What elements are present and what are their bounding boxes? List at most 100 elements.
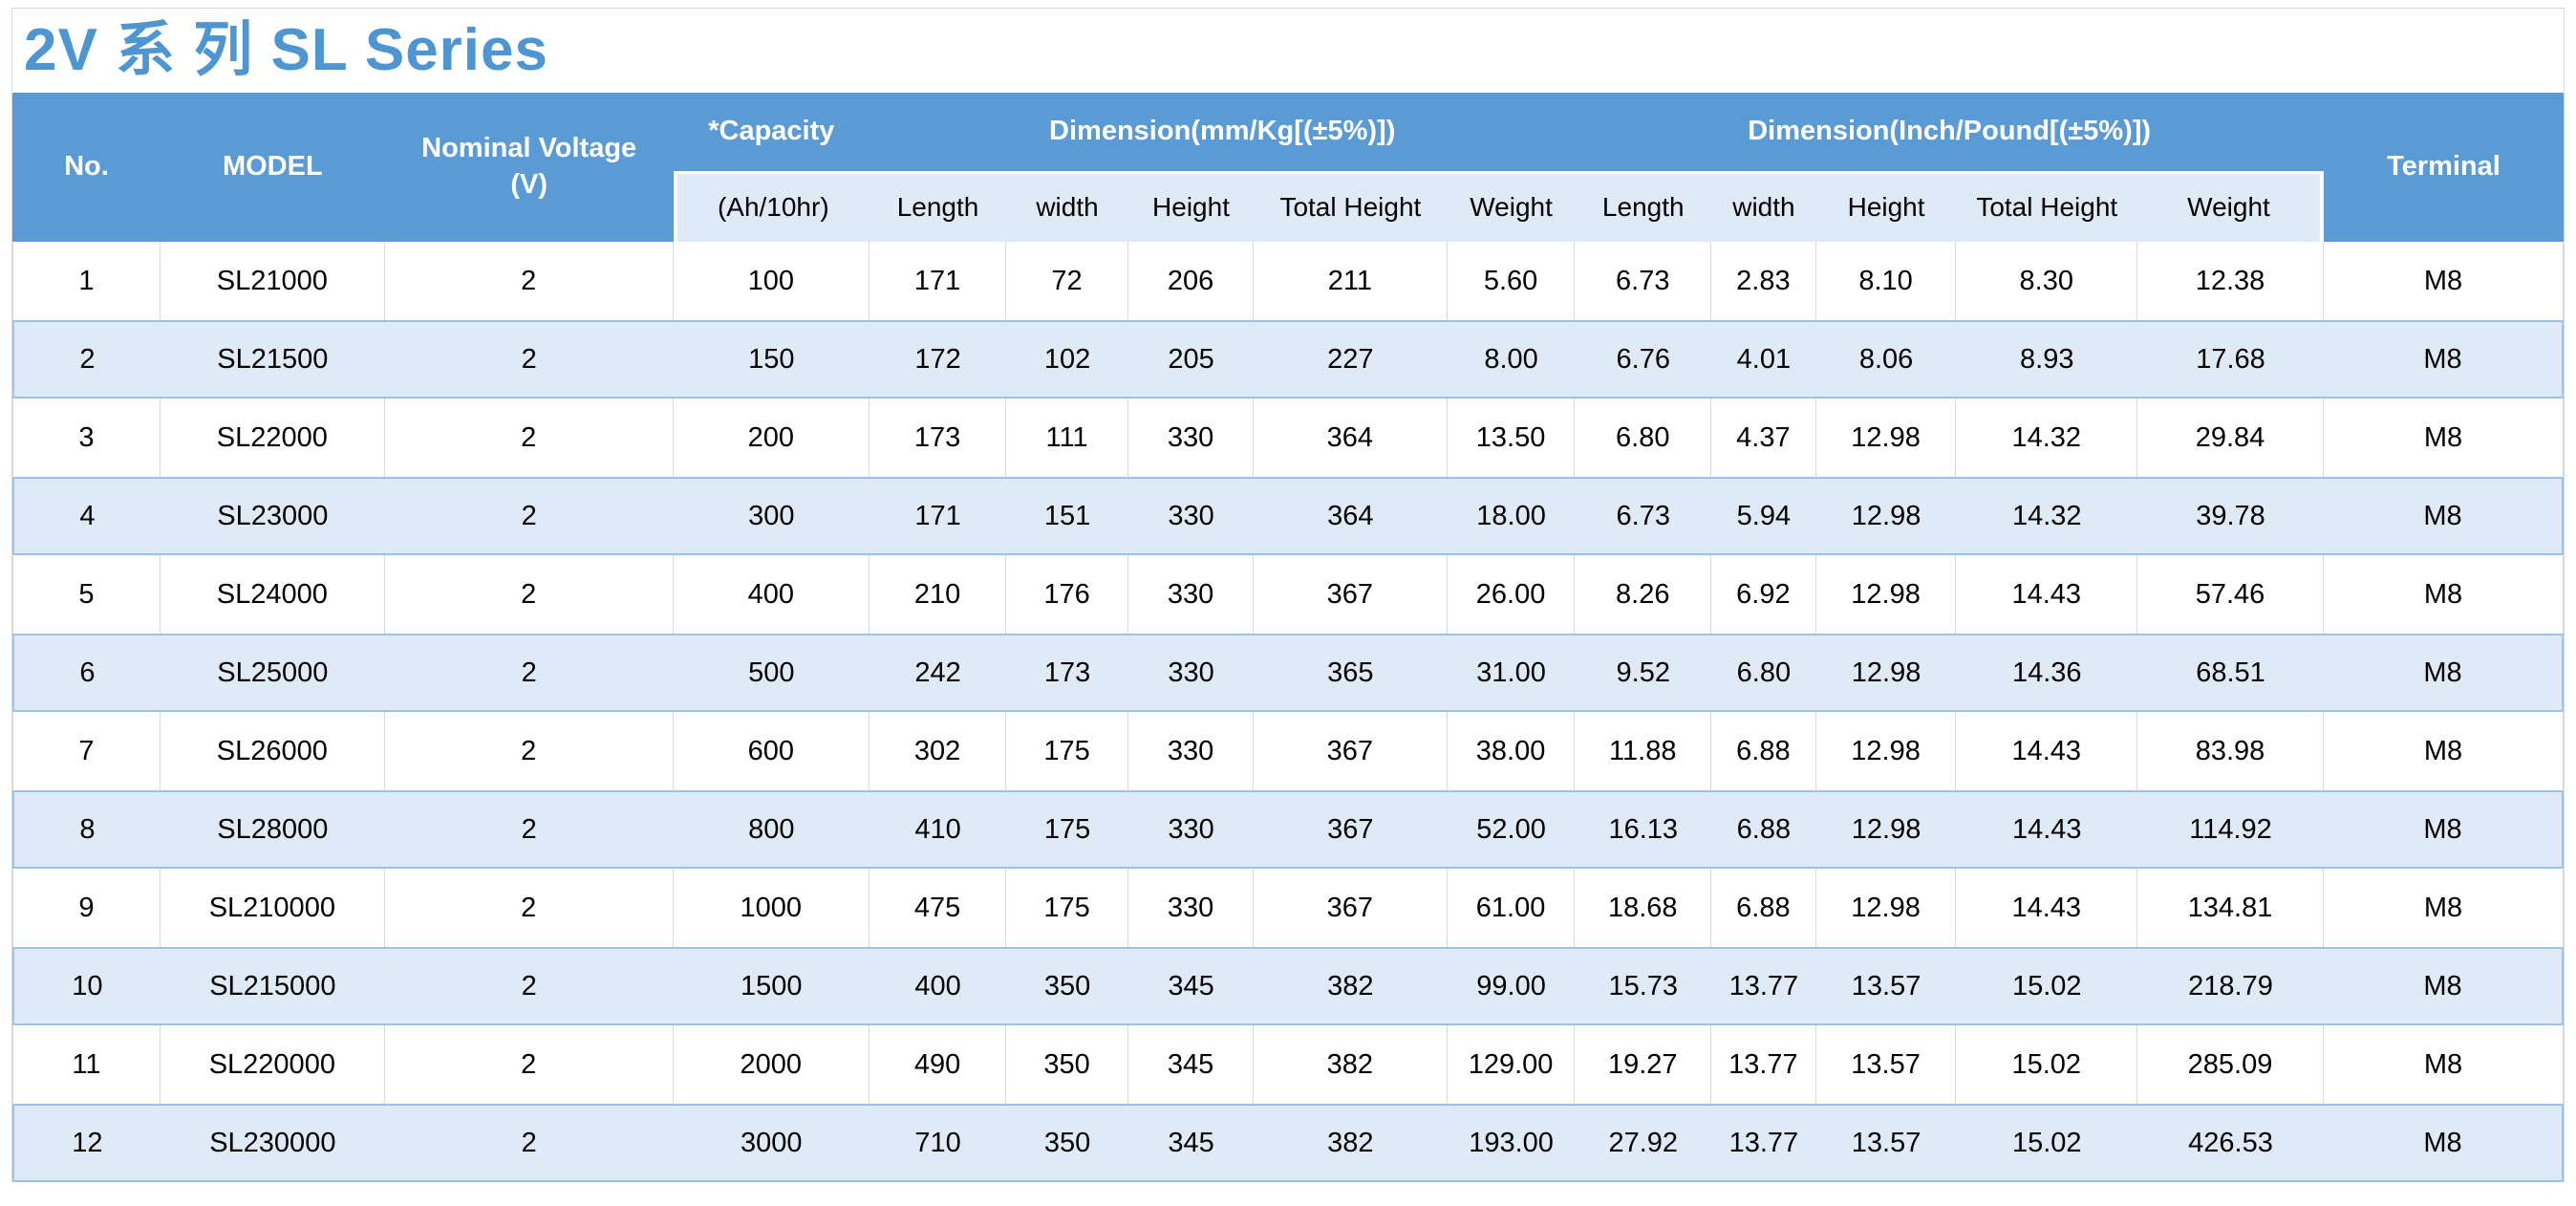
cell-capacity-ah: 300 [673, 477, 870, 555]
subheader-total-height-mm: Total Height [1253, 171, 1448, 242]
cell-height-inch: 12.98 [1815, 790, 1957, 869]
subheader-length-inch: Length [1575, 171, 1712, 242]
cell-height-inch: 12.98 [1815, 477, 1957, 555]
cell-terminal: M8 [2323, 947, 2564, 1025]
table-row: 1 SL21000 2 100 171 72 206 211 5.60 6.73 2.83 8.10 8… [12, 242, 2564, 320]
cell-voltage: 2 [384, 1025, 674, 1104]
cell-weight-kg: 99.00 [1447, 947, 1576, 1025]
cell-terminal: M8 [2323, 634, 2564, 712]
nominal-voltage-line2: (V) [510, 169, 547, 200]
cell-total-height-inch: 14.32 [1956, 477, 2138, 555]
cell-model: SL26000 [160, 712, 385, 790]
cell-width-inch: 6.92 [1711, 555, 1816, 634]
cell-height-inch: 12.98 [1815, 555, 1957, 634]
cell-weight-pound: 68.51 [2137, 634, 2324, 712]
col-header-terminal: Terminal [2323, 93, 2564, 242]
cell-length-inch: 16.13 [1575, 790, 1712, 869]
cell-width-inch: 6.88 [1711, 790, 1816, 869]
cell-voltage: 2 [384, 869, 674, 947]
subheader-width-inch: width [1711, 171, 1816, 242]
cell-width-inch: 5.94 [1711, 477, 1816, 555]
cell-terminal: M8 [2323, 398, 2564, 477]
cell-height-inch: 12.98 [1815, 712, 1957, 790]
cell-model: SL22000 [160, 398, 385, 477]
cell-total-height-mm: 382 [1253, 947, 1448, 1025]
cell-terminal: M8 [2323, 1025, 2564, 1104]
cell-height-mm: 206 [1128, 242, 1254, 320]
cell-length-mm: 172 [869, 320, 1006, 398]
cell-width-mm: 176 [1005, 555, 1129, 634]
table-row: 12 SL230000 2 3000 710 350 345 382 193.00 27.92 13… [12, 1104, 2564, 1182]
cell-length-mm: 302 [869, 712, 1006, 790]
cell-terminal: M8 [2323, 790, 2564, 869]
cell-weight-kg: 193.00 [1447, 1104, 1576, 1182]
cell-width-inch: 6.88 [1711, 869, 1816, 947]
cell-length-inch: 18.68 [1575, 869, 1712, 947]
cell-total-height-inch: 14.43 [1956, 555, 2138, 634]
cell-height-inch: 8.10 [1815, 242, 1957, 320]
table-row: 8 SL28000 2 800 410 175 330 367 52.00 16.13 6.88 12… [12, 790, 2564, 869]
cell-total-height-inch: 8.30 [1956, 242, 2138, 320]
cell-no: 11 [12, 1025, 161, 1104]
cell-terminal: M8 [2323, 555, 2564, 634]
cell-total-height-inch: 14.43 [1956, 712, 2138, 790]
cell-no: 2 [12, 320, 161, 398]
cell-width-mm: 102 [1005, 320, 1129, 398]
cell-width-mm: 350 [1005, 947, 1129, 1025]
cell-length-mm: 242 [869, 634, 1006, 712]
cell-voltage: 2 [384, 1104, 674, 1182]
cell-voltage: 2 [384, 634, 674, 712]
cell-width-mm: 175 [1005, 869, 1129, 947]
cell-height-inch: 12.98 [1815, 398, 1957, 477]
cell-weight-kg: 26.00 [1447, 555, 1576, 634]
page: 2V 系 列 SL Series No. MODEL Nominal [11, 8, 2565, 1182]
header-sub-row: (Ah/10hr) Length width Height Total Heig… [12, 171, 2564, 242]
cell-no: 10 [12, 947, 161, 1025]
cell-total-height-mm: 382 [1253, 1025, 1448, 1104]
subheader-width-mm: width [1005, 171, 1129, 242]
cell-width-inch: 13.77 [1711, 1025, 1816, 1104]
cell-weight-kg: 13.50 [1447, 398, 1576, 477]
cell-length-mm: 210 [869, 555, 1006, 634]
spec-table: No. MODEL Nominal Voltage (V) *Capacity … [12, 93, 2564, 1182]
cell-length-inch: 6.80 [1575, 398, 1712, 477]
cell-width-mm: 72 [1005, 242, 1129, 320]
cell-length-inch: 11.88 [1575, 712, 1712, 790]
cell-height-mm: 330 [1128, 477, 1254, 555]
cell-height-mm: 330 [1128, 398, 1254, 477]
cell-width-mm: 175 [1005, 712, 1129, 790]
cell-weight-kg: 38.00 [1447, 712, 1576, 790]
cell-weight-pound: 426.53 [2137, 1104, 2324, 1182]
cell-length-inch: 27.92 [1575, 1104, 1712, 1182]
cell-length-mm: 173 [869, 398, 1006, 477]
cell-voltage: 2 [384, 320, 674, 398]
col-header-model: MODEL [160, 93, 385, 242]
cell-terminal: M8 [2323, 242, 2564, 320]
cell-total-height-mm: 367 [1253, 712, 1448, 790]
page-title: 2V 系 列 SL Series [24, 17, 548, 83]
cell-total-height-mm: 364 [1253, 477, 1448, 555]
cell-model: SL21500 [160, 320, 385, 398]
cell-no: 9 [12, 869, 161, 947]
nominal-voltage-line1: Nominal Voltage [421, 133, 637, 164]
cell-width-mm: 175 [1005, 790, 1129, 869]
cell-model: SL25000 [160, 634, 385, 712]
cell-total-height-mm: 367 [1253, 869, 1448, 947]
cell-width-inch: 4.37 [1711, 398, 1816, 477]
subheader-total-height-inch: Total Height [1956, 171, 2138, 242]
cell-capacity-ah: 3000 [673, 1104, 870, 1182]
cell-weight-pound: 285.09 [2137, 1025, 2324, 1104]
cell-terminal: M8 [2323, 712, 2564, 790]
cell-total-height-inch: 14.43 [1956, 790, 2138, 869]
cell-height-mm: 205 [1128, 320, 1254, 398]
subheader-height-inch: Height [1815, 171, 1957, 242]
table-row: 5 SL24000 2 400 210 176 330 367 26.00 8.26 6.92 12.… [12, 555, 2564, 634]
cell-terminal: M8 [2323, 477, 2564, 555]
table-row: 11 SL220000 2 2000 490 350 345 382 129.00 19.27 13… [12, 1025, 2564, 1104]
col-header-no: No. [12, 93, 161, 242]
cell-no: 7 [12, 712, 161, 790]
cell-total-height-mm: 364 [1253, 398, 1448, 477]
cell-voltage: 2 [384, 947, 674, 1025]
cell-length-inch: 15.73 [1575, 947, 1712, 1025]
table-row: 3 SL22000 2 200 173 111 330 364 13.50 6.80 4.37 12.… [12, 398, 2564, 477]
